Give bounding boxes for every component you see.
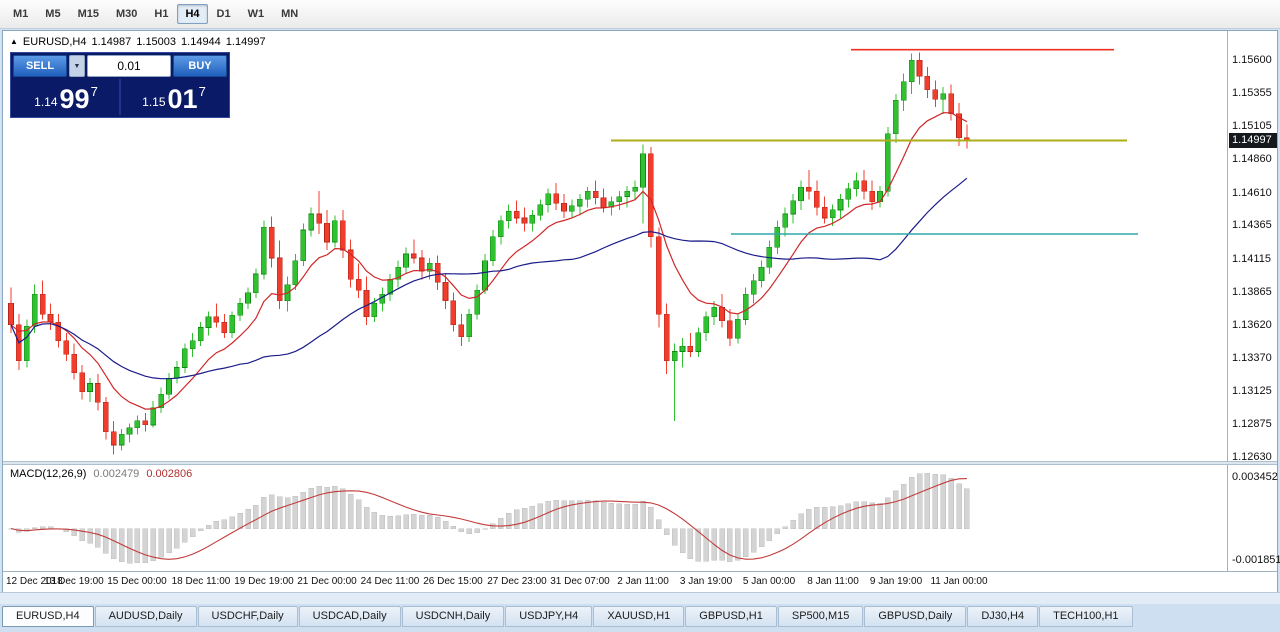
ohlc-high: 1.15003 — [136, 36, 177, 48]
price-plot: ▲ EURUSD,H4 1.14987 1.15003 1.14944 1.14… — [3, 31, 1227, 461]
time-axis-label: 24 Dec 11:00 — [360, 576, 420, 587]
macd-axis-top-label: 0.003452 — [1232, 471, 1278, 483]
price-axis-label: 1.14365 — [1232, 219, 1272, 231]
price-axis-label: 1.12630 — [1232, 451, 1272, 463]
buy-price-pipette: 7 — [198, 84, 206, 99]
buy-button[interactable]: BUY — [173, 55, 227, 77]
time-axis-label: 27 Dec 23:00 — [487, 576, 547, 587]
time-axis-label: 5 Jan 00:00 — [742, 576, 796, 587]
one-click-trading-panel: SELL ▼ 0.01 BUY 1.14 99 7 1.15 01 7 — [10, 52, 230, 118]
price-axis-label: 1.15355 — [1232, 87, 1272, 99]
time-axis-label: 2 Jan 11:00 — [617, 576, 669, 587]
volume-dropdown-icon[interactable]: ▼ — [69, 55, 85, 77]
price-axis-label: 1.14860 — [1232, 153, 1272, 165]
tab-tech100-h1[interactable]: TECH100,H1 — [1039, 606, 1133, 627]
macd-name: MACD(12,26,9) — [10, 468, 87, 480]
buy-price-big: 01 — [167, 84, 198, 115]
tf-button-m5[interactable]: M5 — [45, 8, 61, 20]
tf-button-d1[interactable]: D1 — [216, 8, 231, 20]
macd-axis-bottom-label: -0.001851 — [1232, 554, 1280, 566]
macd-signal-line — [10, 478, 967, 560]
buy-price[interactable]: 1.15 01 7 — [121, 79, 227, 115]
chart-window: ▲ EURUSD,H4 1.14987 1.15003 1.14944 1.14… — [2, 30, 1280, 593]
time-axis-label: 18 Dec 11:00 — [171, 576, 231, 587]
tab-gbpusd-h1[interactable]: GBPUSD,H1 — [685, 606, 777, 627]
panel-resize-divider[interactable] — [3, 461, 1277, 465]
macd-plot: MACD(12,26,9) 0.002479 0.002806 — [3, 465, 1227, 571]
time-axis-label: 11 Jan 00:00 — [930, 576, 988, 587]
tf-button-mn[interactable]: MN — [281, 8, 299, 20]
price-divider — [119, 79, 121, 115]
chart-header: ▲ EURUSD,H4 1.14987 1.15003 1.14944 1.14… — [10, 36, 266, 48]
volume-input[interactable]: 0.01 — [87, 55, 171, 77]
time-axis: 12 Dec 2018 13 Dec 19:00 15 Dec 00:00 18 De… — [3, 571, 1277, 593]
horizontal-scrollbar[interactable] — [0, 592, 1280, 604]
macd-signal-value: 0.002806 — [146, 468, 193, 480]
time-axis-label: 26 Dec 15:00 — [423, 576, 483, 587]
ohlc-close: 1.14997 — [225, 36, 266, 48]
chart-tabs-bar: EURUSD,H4 AUDUSD,Daily USDCHF,Daily USDCAD,… — [0, 604, 1280, 632]
price-axis-label: 1.15600 — [1232, 54, 1272, 66]
price-axis-label: 1.12875 — [1232, 418, 1272, 430]
tab-xauusd-h1[interactable]: XAUUSD,H1 — [593, 606, 685, 627]
tf-button-h4[interactable]: H4 — [177, 4, 208, 24]
tab-usdjpy-h4[interactable]: USDJPY,H4 — [505, 606, 593, 627]
tab-gbpusd-daily[interactable]: GBPUSD,Daily — [864, 606, 967, 627]
sell-price-prefix: 1.14 — [34, 95, 58, 109]
collapse-arrow-icon[interactable]: ▲ — [10, 37, 18, 46]
buy-price-prefix: 1.15 — [142, 95, 166, 109]
ma-slow-line — [10, 177, 968, 380]
time-axis-label: 12 Dec 2018 — [6, 576, 63, 587]
price-axis-label: 1.14610 — [1232, 187, 1272, 199]
tf-button-m30[interactable]: M30 — [115, 8, 138, 20]
tf-button-h1[interactable]: H1 — [154, 8, 169, 20]
price-axis-label: 1.13370 — [1232, 352, 1272, 364]
price-chart-svg[interactable] — [3, 31, 1227, 461]
time-axis-label: 19 Dec 19:00 — [234, 576, 294, 587]
time-axis-label: 9 Jan 19:00 — [869, 576, 923, 587]
time-axis-label: 21 Dec 00:00 — [297, 576, 357, 587]
chart-symbol-period: EURUSD,H4 — [22, 36, 87, 48]
price-axis-label: 1.13620 — [1232, 319, 1272, 331]
tab-usdchf-daily[interactable]: USDCHF,Daily — [197, 606, 298, 627]
price-axis-label: 1.14115 — [1232, 253, 1271, 265]
tab-eurusd-h4[interactable]: EURUSD,H4 — [2, 606, 94, 627]
tab-sp500-m15[interactable]: SP500,M15 — [777, 606, 864, 627]
price-axis-label: 1.13865 — [1232, 286, 1272, 298]
sell-button[interactable]: SELL — [13, 55, 67, 77]
time-axis-label: 3 Jan 19:00 — [679, 576, 733, 587]
macd-main-value: 0.002479 — [93, 468, 140, 480]
macd-label: MACD(12,26,9) 0.002479 0.002806 — [10, 468, 192, 480]
price-axis-label: 1.15105 — [1232, 120, 1272, 132]
price-axis: 0.003452 -0.001851 1.15600 1.15355 1.15105… — [1227, 31, 1280, 571]
price-axis-label: 1.13125 — [1232, 385, 1272, 397]
time-axis-label: 8 Jan 11:00 — [807, 576, 859, 587]
tab-audusd-daily[interactable]: AUDUSD,Daily — [94, 606, 197, 627]
candles — [8, 52, 970, 455]
sell-price[interactable]: 1.14 99 7 — [13, 79, 119, 115]
macd-histogram — [8, 472, 970, 564]
current-price-tag: 1.14997 — [1229, 133, 1277, 148]
sell-price-big: 99 — [59, 84, 90, 115]
tab-usdcnh-daily[interactable]: USDCNH,Daily — [401, 606, 505, 627]
tf-button-m15[interactable]: M15 — [77, 8, 99, 20]
time-axis-label: 31 Dec 07:00 — [550, 576, 610, 587]
time-axis-label: 15 Dec 00:00 — [107, 576, 167, 587]
tf-button-m1[interactable]: M1 — [13, 8, 29, 20]
ma-fast-line — [10, 112, 968, 410]
tab-usdcad-daily[interactable]: USDCAD,Daily — [298, 606, 401, 627]
tab-dj30-h4[interactable]: DJ30,H4 — [967, 606, 1039, 627]
tf-button-w1[interactable]: W1 — [247, 8, 265, 20]
ohlc-low: 1.14944 — [181, 36, 221, 48]
sell-price-pipette: 7 — [90, 84, 98, 99]
ohlc-open: 1.14987 — [91, 36, 132, 48]
time-axis-label: 13 Dec 19:00 — [44, 576, 104, 587]
timeframe-toolbar: M1 M5 M15 M30 H1 H4 D1 W1 MN — [0, 0, 1280, 29]
macd-chart-svg[interactable] — [3, 465, 1227, 571]
